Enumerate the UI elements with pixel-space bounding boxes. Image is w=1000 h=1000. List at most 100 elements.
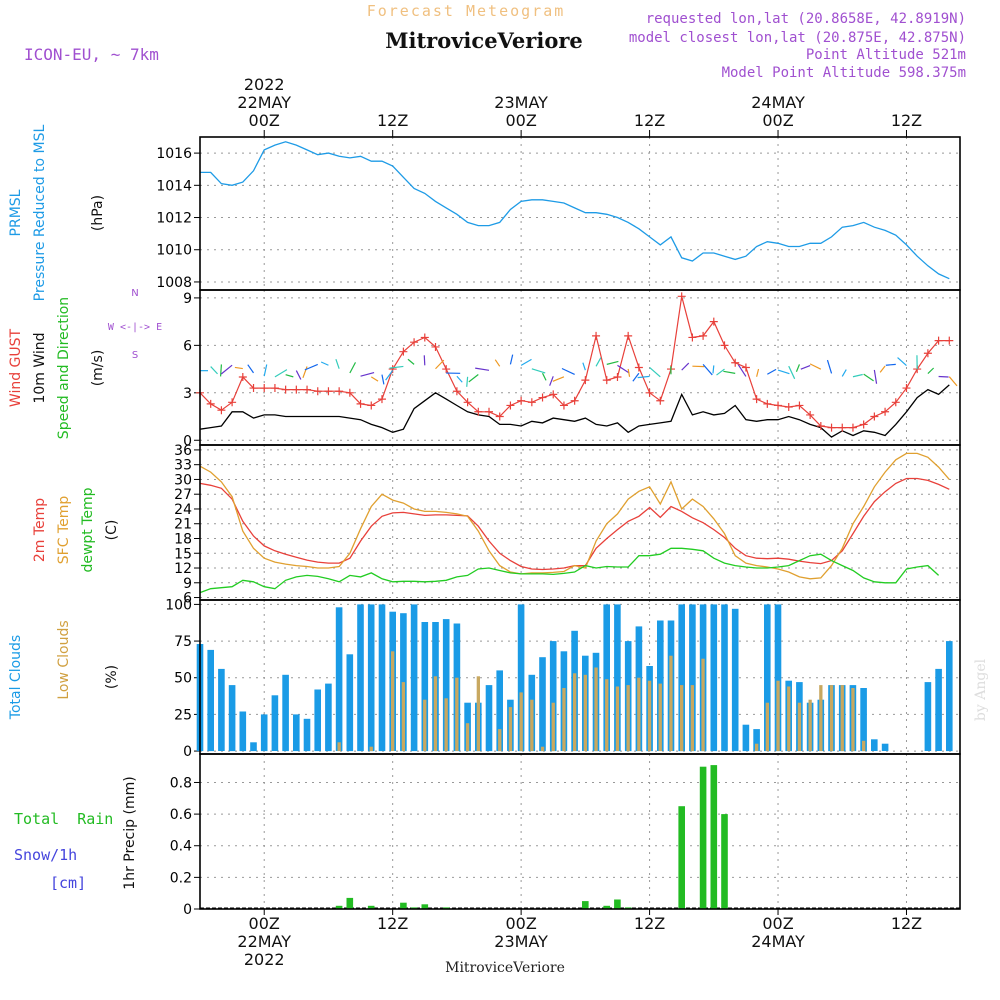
wind-arrow bbox=[681, 362, 690, 371]
wind-arrow bbox=[219, 364, 223, 377]
ytick-label: 0.2 bbox=[170, 870, 192, 886]
gust-point bbox=[870, 412, 879, 421]
wind-arrow bbox=[549, 376, 554, 386]
wind-arrow bbox=[595, 357, 602, 367]
gust-label: Wind GUST bbox=[8, 328, 24, 407]
gust-point bbox=[795, 401, 804, 410]
wind-unit: (m/s) bbox=[90, 350, 106, 387]
bar-low-clouds bbox=[401, 682, 405, 751]
wind-arrow bbox=[370, 376, 379, 382]
gust-point bbox=[774, 401, 783, 410]
gust-point bbox=[731, 358, 740, 367]
bar-low-clouds bbox=[476, 676, 480, 752]
compass-s: S bbox=[132, 350, 138, 361]
gust-point bbox=[527, 398, 536, 407]
xtick-label-bottom: 00Z bbox=[762, 914, 793, 933]
pressure-unit: (hPa) bbox=[90, 195, 106, 231]
bar-rain bbox=[335, 905, 343, 909]
gust-point bbox=[934, 336, 943, 345]
ytick-label: 0 bbox=[183, 902, 192, 918]
wind-arrow bbox=[520, 358, 532, 366]
bar-rain bbox=[699, 766, 707, 909]
wind-arrow bbox=[582, 362, 586, 371]
bar-total-clouds bbox=[764, 604, 771, 752]
bar-low-clouds bbox=[508, 707, 513, 752]
xtick-label-top: 22MAY bbox=[237, 93, 291, 112]
ytick-label: 9 bbox=[183, 291, 192, 307]
panel-frame bbox=[199, 444, 961, 601]
bar-rain bbox=[421, 904, 429, 909]
wind-arrow bbox=[423, 355, 426, 366]
wind-arrow bbox=[210, 366, 218, 375]
bar-total-clouds bbox=[367, 604, 375, 752]
wind-arrow bbox=[531, 368, 546, 374]
closest-coords: model closest lon,lat (20.875E, 42.875N) bbox=[629, 30, 966, 46]
bar-total-clouds bbox=[303, 718, 311, 752]
dewpt-label: dewpt Temp bbox=[80, 487, 96, 572]
bar-low-clouds bbox=[690, 685, 694, 752]
gust-point bbox=[442, 365, 451, 374]
gust-point bbox=[313, 387, 322, 396]
wind-arrow bbox=[712, 365, 715, 374]
wind10m-label: 10m Wind bbox=[32, 332, 48, 403]
bar-low-clouds bbox=[573, 673, 577, 751]
gust-point bbox=[592, 331, 601, 340]
wind-arrow bbox=[302, 366, 308, 378]
wind-arrow bbox=[852, 373, 863, 378]
wind-arrow bbox=[234, 366, 243, 370]
gust-point bbox=[806, 410, 815, 419]
xtick-label-top: 00Z bbox=[249, 111, 280, 130]
bar-rain bbox=[678, 806, 685, 909]
wind-labels: Wind GUST 10m Wind Speed and Direction (… bbox=[8, 288, 162, 439]
bar-rain bbox=[710, 765, 718, 909]
bar-total-clouds bbox=[207, 649, 214, 752]
xtick-label-bottom: 22MAY bbox=[237, 932, 291, 951]
bar-low-clouds bbox=[680, 685, 684, 752]
wind-arrow bbox=[407, 358, 415, 365]
ytick-label: 0.8 bbox=[170, 775, 192, 791]
wind-arrow bbox=[220, 364, 233, 375]
bar-total-clouds bbox=[485, 685, 493, 752]
total-clouds-label: Total Clouds bbox=[8, 635, 24, 720]
bar-total-clouds bbox=[357, 604, 364, 752]
panel-frame bbox=[199, 136, 961, 291]
gust-point bbox=[485, 407, 494, 416]
bar-low-clouds bbox=[776, 680, 780, 752]
bar-low-clouds bbox=[433, 676, 438, 752]
bar-total-clouds bbox=[539, 657, 546, 752]
gust-point bbox=[677, 292, 686, 301]
wind-arrow bbox=[863, 373, 874, 382]
wind-arrow bbox=[716, 368, 725, 376]
ytick-label: 33 bbox=[174, 458, 192, 474]
ytick-label: 0 bbox=[183, 433, 192, 449]
ytick-label: 1008 bbox=[156, 275, 192, 291]
gust-point bbox=[367, 401, 376, 410]
ytick-label: 3 bbox=[183, 386, 192, 402]
gust-point bbox=[281, 385, 290, 394]
station-title: MitroviceVeriore bbox=[385, 28, 583, 53]
bar-low-clouds bbox=[605, 679, 609, 752]
bar-total-clouds bbox=[421, 622, 429, 752]
ytick-label: 0 bbox=[183, 744, 192, 760]
xtick-label-top: 00Z bbox=[762, 111, 793, 130]
wind-arrow bbox=[435, 359, 445, 370]
xtick-label-top: 12Z bbox=[377, 111, 408, 130]
series-gust bbox=[199, 296, 950, 429]
wind-arrow bbox=[494, 359, 501, 367]
bar-total-clouds bbox=[689, 604, 696, 752]
xtick-label-top: 2022 bbox=[244, 75, 285, 94]
bar-total-clouds bbox=[410, 604, 418, 752]
panel-4: 0 0.2 0.4 0.6 0.8 bbox=[170, 754, 960, 918]
wind-arrow bbox=[702, 363, 713, 376]
wind-arrow bbox=[509, 354, 514, 365]
xtick-label-top: 00Z bbox=[505, 111, 536, 130]
wind-arrow bbox=[737, 364, 747, 377]
gust-point bbox=[923, 349, 932, 358]
gust-point bbox=[292, 385, 301, 394]
prmsl-label: PRMSL bbox=[8, 189, 24, 236]
wind-arrow bbox=[873, 369, 878, 384]
ytick-label: 6 bbox=[183, 338, 192, 354]
wind-arrow bbox=[274, 369, 288, 378]
wind-arrow bbox=[263, 364, 268, 377]
